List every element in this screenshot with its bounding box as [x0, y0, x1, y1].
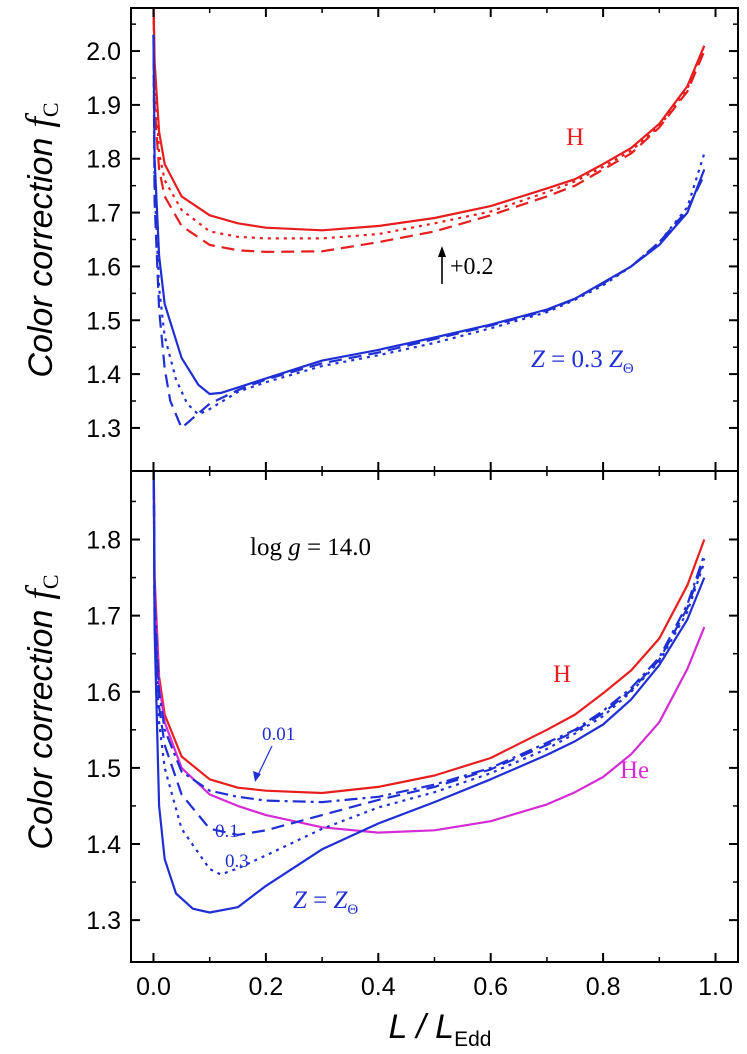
y-tick-label: 1.8 [86, 527, 121, 555]
series-line-1 [152, 471, 706, 795]
y-tick-label: 1.4 [86, 361, 121, 389]
top-z-label: Z = 0.3 ZΘ [531, 346, 634, 377]
plot-frame [130, 470, 739, 963]
x-tick-label: 0.4 [361, 973, 396, 1001]
series-line-2 [152, 471, 706, 834]
he-label: He [620, 757, 649, 784]
series-line-3 [152, 471, 706, 804]
series-group [152, 471, 706, 914]
y-tick-label: 1.3 [86, 415, 121, 443]
top-h-label: H [566, 124, 584, 151]
x-tick-label: 0.8 [586, 973, 621, 1001]
bottom-h-label: H [553, 661, 571, 688]
zsun-label: Z = ZΘ [293, 887, 358, 918]
y-tick-label: 1.3 [86, 907, 121, 935]
x-axis-title: L / LEdd [389, 1008, 492, 1051]
y-tick-label: 1.6 [86, 679, 121, 707]
shift-label: +0.2 [450, 254, 494, 280]
y-tick-label: 1.8 [86, 146, 121, 174]
y-tick-label: 2.0 [86, 38, 121, 66]
y-tick-label: 1.7 [86, 603, 121, 631]
series-line-2 [152, 8, 706, 240]
x-tick-label: 1.0 [698, 973, 733, 1001]
y-tick-label: 1.5 [86, 755, 121, 783]
z001-pointer-head [253, 771, 261, 782]
series-group [152, 8, 706, 429]
z01-label: 0.1 [215, 821, 239, 842]
y-tick-label: 1.6 [86, 253, 121, 281]
z001-label: 0.01 [262, 724, 295, 745]
y-tick-label: 1.9 [86, 92, 121, 120]
x-tick-label: 0.6 [473, 973, 508, 1001]
y-tick-label: 1.4 [86, 831, 121, 859]
y-tick-label: 1.7 [86, 200, 121, 228]
series-line-5 [152, 34, 706, 416]
logg-label: log g = 14.0 [250, 534, 371, 561]
top-panel: 1.3 1.4 1.5 1.6 1.7 1.8 1.9 2.0 [86, 7, 739, 472]
plot-frame [130, 7, 739, 472]
series-line-6 [152, 471, 706, 914]
z001-pointer [256, 745, 273, 778]
x-tick-label: 0.2 [249, 973, 284, 1001]
bottom-panel: 1.3 1.4 1.5 1.6 1.7 1.8 0.0 0.2 0.4 0.6 0.8 1.0 [86, 470, 739, 1001]
series-line-6 [152, 34, 706, 429]
z03-label: 0.3 [225, 851, 249, 872]
y-tick-label: 1.5 [86, 307, 121, 335]
bottom-y-axis-title: Color correctionfC [19, 574, 63, 849]
series-line-5 [152, 471, 706, 876]
top-y-axis-title: Color correctionfC [19, 102, 63, 377]
series-line-1 [152, 8, 706, 232]
shift-arrow-head [438, 246, 446, 257]
series-line-3 [152, 8, 706, 253]
x-tick-label: 0.0 [136, 973, 171, 1001]
